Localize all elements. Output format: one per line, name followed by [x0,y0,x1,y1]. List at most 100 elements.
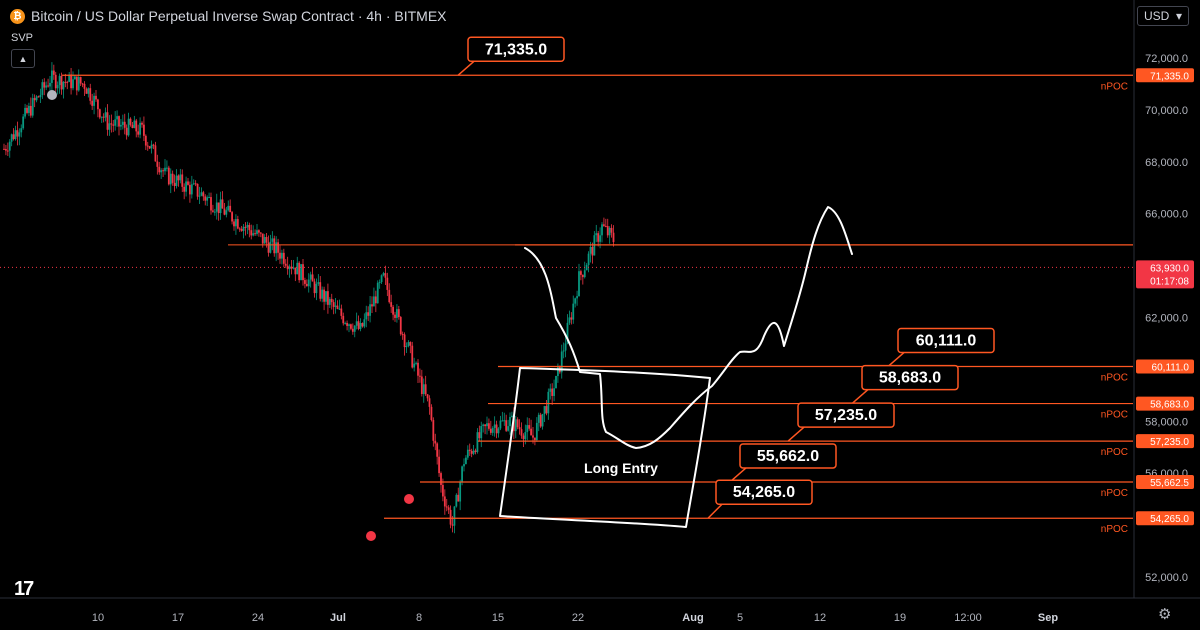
candle-body [185,181,187,192]
candle-body [146,145,149,147]
price-tick-label: 66,000.0 [1145,209,1188,221]
candle-body [72,79,74,89]
candle-body [133,120,136,128]
candle-body [526,425,529,433]
time-tick-label: 12 [814,612,826,624]
candle-body [604,225,607,227]
candle-body [236,219,239,229]
candle-body [177,175,180,181]
candle-body [470,451,473,454]
candle-body [206,197,209,201]
candle-body [315,283,318,294]
candle-body [562,350,565,352]
candle-body [265,237,268,243]
callout-pointer [851,389,869,405]
candle-body [56,85,59,89]
time-tick-label: Jul [330,612,346,624]
candle-body [591,247,594,256]
candle-body [581,274,584,278]
candle-body [371,304,373,307]
candle-body [217,202,220,214]
candle-body [160,170,163,173]
candle-body [396,309,398,318]
price-tick-label: 52,000.0 [1145,572,1188,584]
freehand-drawings [499,206,853,528]
candle-body [20,128,23,133]
candle-body [438,456,440,474]
collapse-indicators-icon[interactable]: ▲ [11,49,35,68]
candle-body [440,473,442,485]
candle-body [532,435,534,438]
candle-body [328,298,331,305]
candle-body [489,428,492,433]
currency-select[interactable]: USD ▾ [1137,6,1189,26]
candle-body [520,429,523,436]
time-tick-label: 19 [894,612,906,624]
candle-body [187,181,189,185]
candle-body [449,509,452,525]
candle-body [309,274,312,280]
candle-body [507,426,509,431]
candle-body [250,230,253,236]
candle-body [560,351,563,373]
candle-body [319,282,322,299]
candle-body [120,124,122,127]
candle-body [240,228,243,231]
candle-body [304,280,306,284]
candle-body [47,85,49,87]
chevron-down-icon: ▾ [1175,9,1182,23]
candle-body [143,124,145,136]
candle-body [114,119,117,126]
candle-body [432,420,435,441]
price-axis-level-label: 71,335.0 [1150,71,1189,82]
event-marker-icon [366,531,376,541]
gear-icon[interactable]: ⚙ [1158,606,1172,623]
candle-body [491,427,494,433]
candle-body [486,423,488,427]
price-axis-level-label: 57,235.0 [1150,437,1189,448]
price-axis-level-label: 58,683.0 [1150,400,1189,411]
candle-body [317,282,320,284]
candle-body [578,271,580,297]
candle-body [534,437,536,441]
candle-body [286,265,289,270]
candle-body [225,210,228,215]
candle-body [95,95,97,100]
candle-body [164,167,166,172]
candle-body [394,314,396,318]
candle-body [31,98,34,116]
candle-body [112,124,115,126]
candle-body [419,375,421,377]
candle-body [62,81,65,90]
candle-body [156,161,159,167]
candle-body [509,417,511,427]
candle-body [407,342,410,347]
candle-body [192,183,195,185]
candle-body [70,74,72,89]
callout-box [897,327,995,354]
candle-body [173,182,176,187]
candle-body [503,420,506,422]
candle-body [445,506,448,508]
candle-body [8,141,11,151]
candle-body [348,324,350,326]
candle-body [131,124,134,128]
candle-body [374,296,377,304]
candle-body [417,362,419,376]
candle-body [537,414,540,423]
candle-body [430,406,433,421]
candle-body [244,226,247,228]
candle-body [212,210,214,212]
candle-body [463,464,465,467]
event-marker-icon [47,90,57,100]
candle-body [37,96,40,98]
candle-body [340,308,343,316]
candle-body [45,85,48,88]
callout-label: 55,662.0 [757,448,819,465]
candle-body [74,76,76,80]
symbol-header[interactable]: ₿ Bitcoin / US Dollar Perpetual Inverse … [10,6,447,26]
candle-body [545,406,548,414]
candle-body [350,324,352,329]
indicator-label[interactable]: SVP [11,32,34,44]
